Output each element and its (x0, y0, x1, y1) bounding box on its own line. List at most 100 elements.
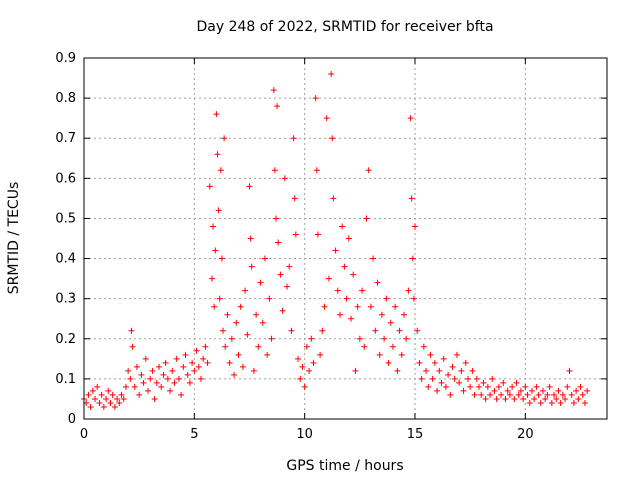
data-point (270, 87, 277, 94)
data-point (105, 387, 112, 394)
data-point (142, 355, 149, 362)
y-tick-labels: 0 0.1 0.2 0.3 0.4 0.5 0.6 0.7 0.8 0.9 (55, 51, 76, 427)
data-point (96, 399, 103, 406)
data-point (418, 375, 425, 382)
data-point (193, 347, 200, 354)
data-point (264, 351, 271, 358)
data-point (319, 327, 326, 334)
data-point (268, 335, 275, 342)
data-point (127, 375, 134, 382)
data-point (354, 303, 361, 310)
data-point (224, 311, 231, 318)
x-tick-label: 10 (296, 427, 313, 442)
data-point (237, 303, 244, 310)
data-point (191, 367, 198, 374)
data-point (162, 359, 169, 366)
data-point (303, 343, 310, 350)
data-point (336, 311, 343, 318)
data-point (372, 327, 379, 334)
data-point (214, 151, 221, 158)
x-axis-label: GPS time / hours (286, 458, 403, 474)
data-point (385, 359, 392, 366)
data-point (478, 391, 485, 398)
data-point (348, 315, 355, 322)
data-point (487, 391, 494, 398)
data-point (425, 383, 432, 390)
data-point (359, 287, 366, 294)
data-point (114, 395, 121, 402)
data-point (228, 335, 235, 342)
data-point (427, 351, 434, 358)
data-point (325, 275, 332, 282)
data-point (467, 383, 474, 390)
data-point (405, 287, 412, 294)
data-point (542, 395, 549, 402)
data-point (383, 295, 390, 302)
data-point (482, 395, 489, 402)
data-point (528, 387, 535, 394)
data-point (290, 135, 297, 142)
data-point (570, 399, 577, 406)
data-point (244, 331, 251, 338)
data-point (314, 231, 321, 238)
data-point (129, 343, 136, 350)
data-point (299, 363, 306, 370)
data-point (511, 395, 518, 402)
data-point (313, 167, 320, 174)
data-point (341, 263, 348, 270)
data-point (513, 379, 520, 386)
y-tick-label: 0.8 (55, 91, 76, 106)
data-point (116, 399, 123, 406)
data-point (420, 343, 427, 350)
data-point (553, 395, 560, 402)
data-point (381, 335, 388, 342)
data-point (526, 399, 533, 406)
data-point (458, 367, 465, 374)
data-point (204, 359, 211, 366)
data-point (288, 327, 295, 334)
data-point (491, 387, 498, 394)
data-point (160, 371, 167, 378)
data-point (329, 135, 336, 142)
data-point (239, 363, 246, 370)
data-point (182, 351, 189, 358)
data-point (147, 375, 154, 382)
data-point (87, 403, 94, 410)
data-point (197, 375, 204, 382)
data-point (131, 383, 138, 390)
data-point (423, 367, 430, 374)
y-tick-label: 0.9 (55, 51, 76, 66)
data-point (122, 383, 129, 390)
data-point (378, 311, 385, 318)
data-point (414, 327, 421, 334)
data-point (133, 363, 140, 370)
data-point (195, 363, 202, 370)
data-point (169, 367, 176, 374)
y-tick-label: 0.2 (55, 332, 76, 347)
data-point (220, 327, 227, 334)
data-point (447, 391, 454, 398)
data-point (284, 283, 291, 290)
y-tick-label: 0.7 (55, 131, 76, 146)
data-point (189, 359, 196, 366)
data-point (217, 167, 224, 174)
data-point (449, 363, 456, 370)
data-point (410, 295, 417, 302)
data-point (248, 263, 255, 270)
data-point (469, 367, 476, 374)
data-point (334, 287, 341, 294)
y-axis-label: SRMTID / TECUs (6, 182, 22, 295)
data-point (389, 343, 396, 350)
data-point (524, 391, 531, 398)
data-point (332, 247, 339, 254)
data-point (156, 363, 163, 370)
data-point (544, 391, 551, 398)
data-point (451, 375, 458, 382)
data-point (462, 359, 469, 366)
data-point (445, 371, 452, 378)
data-point (579, 391, 586, 398)
data-point (436, 367, 443, 374)
data-point (502, 395, 509, 402)
data-point (297, 375, 304, 382)
data-point (98, 391, 105, 398)
